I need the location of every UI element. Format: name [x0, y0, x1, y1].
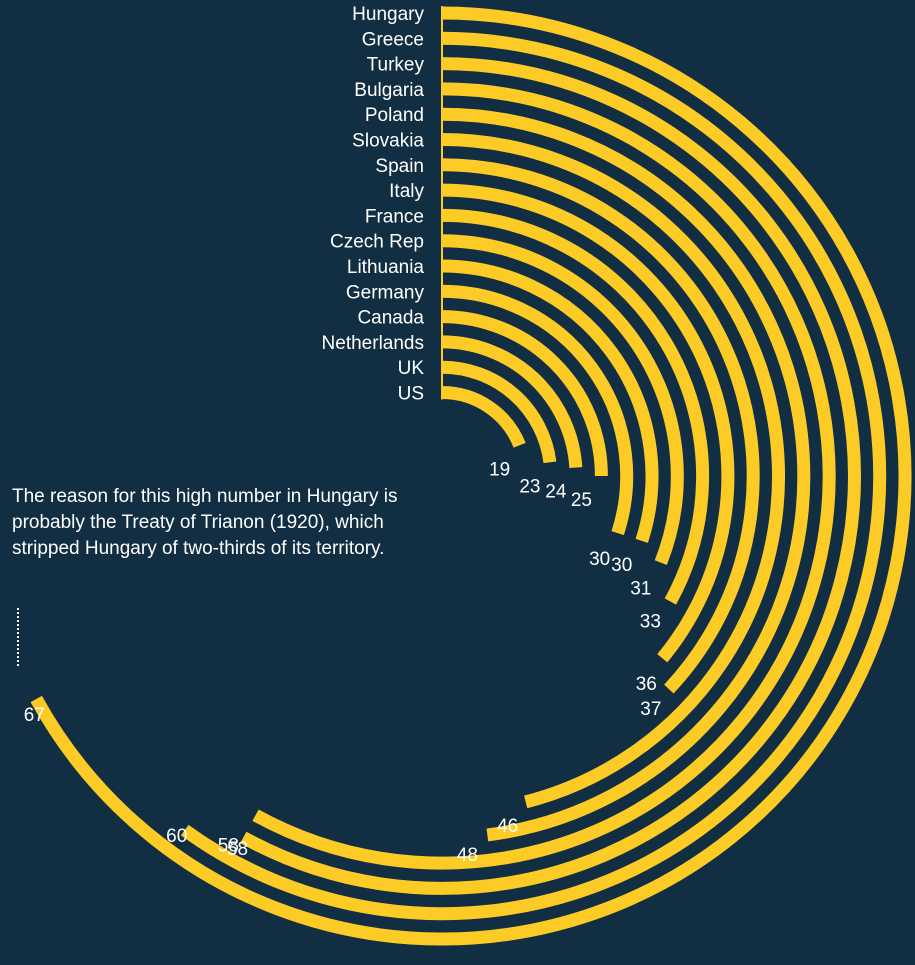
category-label: Lithuania: [347, 257, 425, 278]
value-label: 36: [636, 674, 657, 695]
bar-hungary: [30, 6, 912, 946]
bar-us: [441, 386, 526, 448]
category-label: Bulgaria: [354, 80, 424, 101]
category-label: Spain: [375, 156, 424, 177]
annotation-note: The reason for this high number in Hunga…: [12, 486, 398, 559]
bar-poland: [441, 107, 811, 842]
value-label: 30: [589, 549, 610, 570]
value-label: 25: [571, 490, 592, 511]
bar-france: [441, 208, 710, 605]
bar-uk: [441, 360, 557, 464]
bar-lithuania: [441, 259, 659, 543]
category-label: Czech Rep: [330, 232, 424, 253]
bar-czech-rep: [441, 234, 684, 566]
bar-italy: [441, 183, 735, 663]
bar-slovakia: [441, 133, 785, 809]
category-label: Netherlands: [322, 333, 424, 354]
value-label: 58: [218, 835, 239, 856]
category-label: Greece: [362, 29, 424, 50]
value-label: 19: [489, 459, 510, 480]
category-label: France: [365, 206, 424, 227]
value-label: 46: [497, 816, 518, 837]
bar-canada: [441, 310, 608, 477]
category-label: Slovakia: [352, 131, 424, 152]
value-label: 37: [640, 699, 661, 720]
category-label: Germany: [346, 282, 425, 303]
bar-germany: [441, 284, 634, 536]
category-label: Hungary: [352, 4, 424, 25]
category-label: Canada: [357, 308, 424, 329]
bar-turkey: [240, 57, 861, 895]
value-label: 48: [457, 845, 478, 866]
bar-netherlands: [441, 335, 583, 469]
category-label: Poland: [365, 105, 424, 126]
category-label: Italy: [389, 181, 424, 202]
category-label: US: [398, 384, 424, 405]
value-label: 67: [24, 705, 45, 726]
annotation-leader-line: [17, 608, 19, 666]
category-label: Turkey: [367, 55, 425, 76]
value-label: 24: [545, 482, 567, 503]
value-label: 33: [640, 612, 661, 633]
value-label: 23: [519, 476, 540, 497]
value-label: 31: [630, 579, 651, 600]
bar-spain: [441, 158, 760, 694]
bar-greece: [180, 31, 887, 921]
value-label: 30: [611, 555, 632, 576]
category-label: UK: [398, 358, 425, 379]
bar-bulgaria: [252, 82, 836, 870]
value-label: 58: [227, 839, 248, 860]
value-label: 60: [166, 826, 187, 847]
